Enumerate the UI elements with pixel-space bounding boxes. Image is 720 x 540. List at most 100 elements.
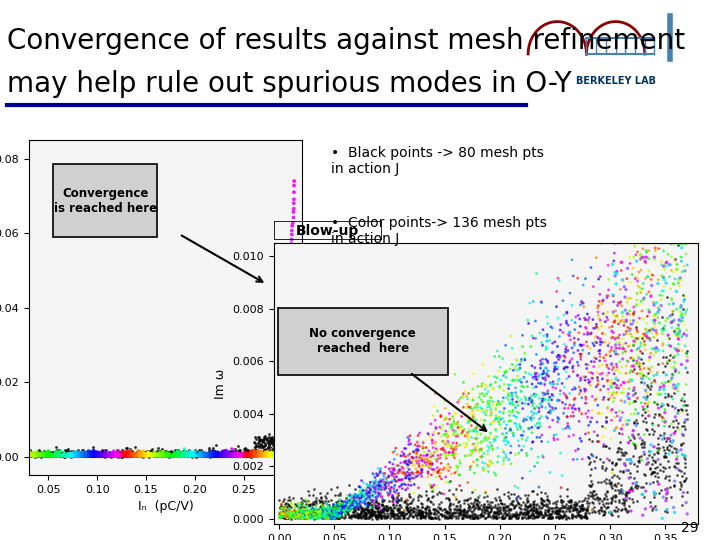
Point [600,441,611,450]
Point [328,506,339,515]
Point [451,430,463,438]
Point [487,444,498,453]
Point [282,451,294,460]
Point [127,450,138,458]
Point [42,451,53,460]
Point [332,514,343,522]
Point [135,448,146,456]
Point [388,484,400,493]
Point [66,450,77,459]
Point [487,459,498,468]
Point [546,514,557,522]
Point [62,452,73,461]
Point [37,451,49,460]
Point [106,449,117,458]
Point [191,451,202,460]
Point [308,514,320,523]
Point [129,451,140,460]
Point [372,510,384,519]
Point [658,247,670,255]
Point [644,498,655,507]
Point [608,506,620,515]
Point [24,450,35,458]
Point [575,437,587,445]
Point [360,494,372,502]
Point [199,450,211,459]
Point [94,450,105,459]
Point [204,450,216,459]
Point [541,495,553,504]
Point [657,412,668,421]
Point [664,472,675,481]
Point [159,447,171,456]
Point [127,450,139,459]
Point [616,486,627,495]
Point [475,427,487,435]
Point [487,514,499,522]
Point [441,430,453,438]
Point [170,451,181,460]
Point [591,418,603,427]
Point [649,492,660,501]
Point [614,437,626,446]
Point [490,514,501,522]
Point [346,504,357,512]
Point [652,400,663,409]
Point [195,449,207,458]
Point [392,501,404,510]
Point [642,364,654,373]
Point [343,498,355,507]
Point [48,450,59,458]
Point [269,449,280,457]
Point [310,513,321,522]
Point [219,451,230,460]
Point [54,451,66,460]
Point [91,447,102,456]
Point [197,451,208,460]
Point [223,452,235,461]
Point [41,451,53,460]
Point [325,506,337,515]
Point [414,514,426,522]
Point [659,408,670,417]
Point [82,451,94,460]
Point [102,450,114,459]
Point [517,404,528,413]
Point [528,500,540,508]
Point [108,451,120,460]
Point [269,436,281,444]
Point [407,453,418,462]
Point [595,386,606,394]
Point [278,509,289,518]
Point [532,423,544,432]
Point [402,433,414,442]
Point [666,323,678,332]
Point [670,366,681,374]
Point [26,451,37,460]
Point [382,502,393,510]
Point [453,512,464,521]
Point [668,363,680,372]
Point [278,510,289,518]
Point [612,376,624,384]
Point [611,507,623,516]
Point [282,451,294,460]
Point [175,452,186,461]
Point [485,411,496,420]
Point [372,511,384,520]
Point [106,451,117,460]
Point [348,510,359,519]
Point [325,485,337,494]
Point [506,376,518,385]
Point [276,448,287,457]
Point [96,452,108,461]
Point [543,498,554,507]
Point [374,510,386,519]
Point [649,377,661,386]
Point [284,450,295,458]
Point [150,452,162,461]
Point [526,370,537,379]
Point [56,448,68,457]
Point [296,510,307,519]
Point [167,452,179,461]
